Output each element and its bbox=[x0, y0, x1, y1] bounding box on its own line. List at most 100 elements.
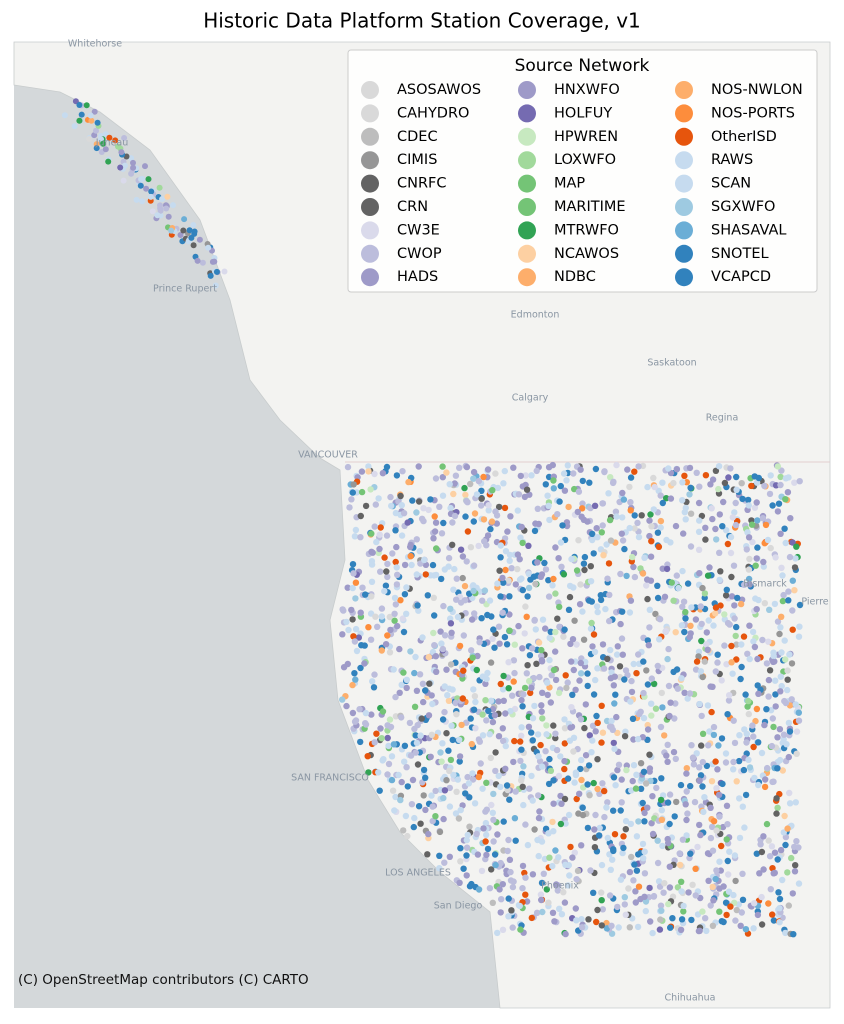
station bbox=[687, 850, 694, 857]
station bbox=[579, 608, 586, 615]
station bbox=[710, 622, 717, 629]
station bbox=[509, 883, 517, 891]
station bbox=[483, 779, 490, 786]
station bbox=[535, 814, 543, 822]
station bbox=[708, 505, 715, 512]
station bbox=[697, 668, 705, 675]
station bbox=[635, 533, 643, 541]
station bbox=[676, 861, 684, 869]
station bbox=[684, 580, 692, 587]
station bbox=[697, 603, 704, 610]
station bbox=[786, 789, 793, 797]
station bbox=[344, 660, 351, 668]
station bbox=[767, 886, 774, 893]
station bbox=[705, 877, 712, 884]
legend-label: NOS-PORTS bbox=[711, 105, 795, 121]
station bbox=[422, 687, 429, 694]
station bbox=[765, 676, 773, 684]
station bbox=[351, 638, 359, 645]
station bbox=[505, 895, 512, 902]
station bbox=[720, 498, 727, 506]
station bbox=[447, 605, 454, 612]
station bbox=[587, 563, 594, 570]
station bbox=[664, 758, 671, 765]
station bbox=[657, 916, 664, 923]
station bbox=[739, 896, 747, 903]
station bbox=[478, 495, 485, 502]
station bbox=[568, 555, 575, 563]
station bbox=[392, 558, 399, 566]
station bbox=[589, 536, 596, 544]
legend-marker bbox=[361, 198, 379, 216]
legend-label: CWOP bbox=[397, 246, 442, 262]
station bbox=[487, 754, 494, 762]
station bbox=[569, 636, 577, 643]
station bbox=[792, 862, 799, 869]
place-label: Prince Rupert bbox=[153, 284, 217, 295]
station bbox=[576, 601, 584, 608]
legend-label: SCAN bbox=[711, 176, 751, 192]
station bbox=[425, 653, 432, 661]
station bbox=[488, 801, 495, 809]
station bbox=[722, 899, 730, 906]
station bbox=[796, 623, 803, 630]
station bbox=[439, 463, 446, 470]
station bbox=[154, 212, 161, 219]
station bbox=[696, 821, 703, 829]
station bbox=[681, 689, 688, 696]
station bbox=[213, 268, 220, 275]
station bbox=[781, 812, 788, 820]
station bbox=[538, 838, 546, 845]
station bbox=[644, 726, 652, 733]
station bbox=[715, 463, 723, 470]
station bbox=[740, 633, 748, 640]
station bbox=[738, 909, 745, 916]
station bbox=[779, 572, 786, 579]
station bbox=[441, 859, 448, 866]
station bbox=[494, 929, 501, 937]
station bbox=[621, 676, 628, 683]
station bbox=[365, 468, 372, 475]
station bbox=[592, 811, 599, 819]
station bbox=[772, 554, 779, 561]
station bbox=[596, 790, 603, 797]
station bbox=[733, 656, 740, 663]
station bbox=[478, 867, 486, 875]
station bbox=[561, 725, 569, 732]
station bbox=[483, 851, 490, 859]
station bbox=[534, 559, 541, 566]
station bbox=[791, 564, 799, 571]
station bbox=[427, 496, 434, 503]
station bbox=[692, 892, 699, 899]
station bbox=[499, 609, 506, 616]
station bbox=[510, 758, 517, 766]
station bbox=[646, 606, 653, 613]
station bbox=[484, 845, 492, 853]
station bbox=[770, 652, 777, 660]
station bbox=[622, 911, 629, 918]
station bbox=[574, 867, 582, 875]
station bbox=[753, 705, 761, 713]
station bbox=[350, 481, 357, 488]
station bbox=[387, 626, 394, 634]
station bbox=[414, 602, 421, 609]
station bbox=[584, 781, 591, 788]
station bbox=[484, 611, 491, 619]
station bbox=[696, 700, 703, 708]
station bbox=[525, 570, 533, 578]
station bbox=[593, 918, 600, 926]
station bbox=[443, 730, 450, 737]
station bbox=[730, 766, 737, 773]
station bbox=[542, 566, 550, 573]
station bbox=[437, 628, 444, 635]
station bbox=[592, 676, 599, 684]
station bbox=[643, 667, 650, 674]
station bbox=[657, 796, 665, 804]
station bbox=[560, 571, 568, 578]
station bbox=[540, 870, 547, 877]
station bbox=[524, 662, 531, 669]
station bbox=[436, 852, 443, 859]
station bbox=[456, 879, 463, 886]
station bbox=[420, 792, 427, 799]
station bbox=[521, 630, 528, 637]
